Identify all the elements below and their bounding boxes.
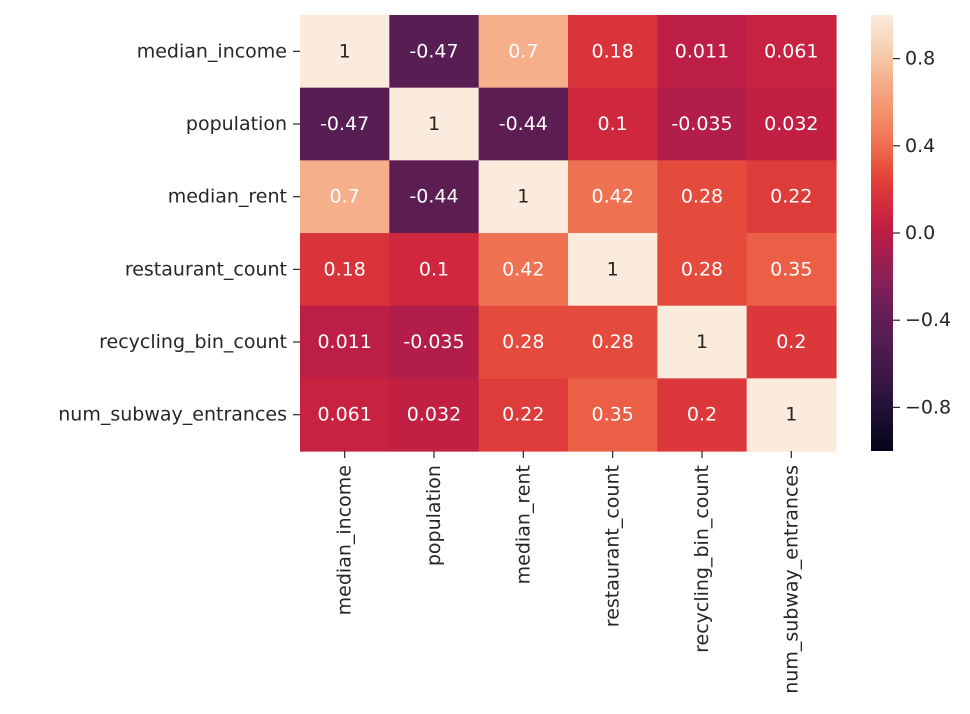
y-axis-ticks: median_income population median_rentrestau… [58, 40, 300, 426]
cell-value-label: 0.28 [591, 331, 633, 353]
x-tick-label: restaurant_count [602, 465, 624, 627]
heatmap-cell [300, 160, 390, 234]
colorbar-tick-label: −0.8 [905, 396, 951, 418]
heatmap-cell [300, 233, 390, 307]
cell-value-label: 0.011 [317, 331, 371, 353]
cell-value-label: -0.44 [499, 113, 548, 135]
cell-value-label: 0.22 [770, 186, 812, 208]
heatmap-cell [746, 15, 837, 89]
heatmap-cell [478, 160, 569, 234]
cell-value-label: -0.035 [671, 113, 732, 135]
colorbar-tick-label: −0.4 [905, 309, 951, 331]
heatmap-cell [478, 305, 569, 379]
x-tick-label: median_income [334, 465, 356, 615]
cell-value-label: -0.47 [409, 40, 458, 62]
heatmap-cell [657, 87, 748, 161]
heatmap-cell [657, 15, 748, 89]
heatmap-cell [567, 233, 658, 307]
heatmap-cell [389, 87, 480, 161]
cell-value-label: 0.35 [770, 258, 812, 280]
heatmap-cell [300, 378, 390, 452]
heatmap-cell [389, 15, 480, 89]
heatmap-cell [567, 15, 658, 89]
heatmap-cell [746, 233, 837, 307]
cell-value-label: 0.1 [419, 258, 449, 280]
cell-value-label: 1 [517, 186, 529, 208]
heatmap-cell [389, 378, 480, 452]
heatmap-cell [746, 378, 837, 452]
heatmap-cell [478, 378, 569, 452]
heatmap-cell [746, 305, 837, 379]
colorbar-ticks: 0.8 0.4 0.0 −0.4 −0.8 [893, 48, 951, 418]
cell-value-label: 0.28 [502, 331, 544, 353]
cell-value-label: 0.7 [508, 40, 538, 62]
heatmap-cell [300, 87, 390, 161]
cell-value-label: 1 [339, 40, 351, 62]
heatmap-cell [657, 160, 748, 234]
heatmap-cells [300, 15, 837, 452]
x-axis-ticks: median_income population median_rent restau… [334, 451, 802, 694]
colorbar-tick-label: 0.0 [905, 222, 935, 244]
heatmap-cell [746, 160, 837, 234]
cell-value-label: 0.18 [324, 258, 366, 280]
cell-value-label: 0.7 [330, 186, 360, 208]
cell-value-label: 0.061 [317, 404, 371, 426]
cell-value-label: 1 [607, 258, 619, 280]
cell-value-label: -0.47 [320, 113, 369, 135]
heatmap-cell [300, 15, 390, 89]
heatmap-cell [567, 87, 658, 161]
heatmap-cell [567, 305, 658, 379]
cell-value-label: 0.28 [681, 258, 723, 280]
heatmap-cell [657, 233, 748, 307]
x-tick-label: num_subway_entrances [780, 465, 802, 694]
cell-value-label: 0.032 [764, 113, 818, 135]
heatmap-cell [478, 233, 569, 307]
x-tick-label: population [423, 465, 445, 566]
cell-value-label: 0.22 [502, 404, 544, 426]
colorbar-tick-label: 0.4 [905, 135, 935, 157]
heatmap-cell [567, 378, 658, 452]
cell-value-label: 0.2 [776, 331, 806, 353]
cell-value-label: 0.42 [502, 258, 544, 280]
heatmap-cell [746, 87, 837, 161]
cell-value-label: -0.44 [409, 186, 458, 208]
y-tick-label: median_income [137, 40, 287, 62]
heatmap-cell [300, 305, 390, 379]
heatmap-cell [657, 378, 748, 452]
heatmap-cell [478, 15, 569, 89]
colorbar-tick-label: 0.8 [905, 48, 935, 70]
cell-value-label: 0.1 [598, 113, 628, 135]
heatmap-cell [389, 160, 480, 234]
x-tick-label: recycling_bin_count [691, 465, 713, 653]
x-tick-label: median_rent [512, 465, 534, 584]
heatmap-annotations: 1 -0.47 0.7 0.18 0.011 0.061 -0.47 1 -0.44 0.1 -0.… [317, 40, 818, 425]
y-tick-label: population [186, 113, 287, 135]
cell-value-label: -0.035 [403, 331, 464, 353]
heatmap-cell [389, 305, 480, 379]
cell-value-label: 0.011 [675, 40, 729, 62]
y-tick-label: num_subway_entrances [58, 404, 287, 426]
heatmap-cell [567, 160, 658, 234]
cell-value-label: 1 [428, 113, 440, 135]
cell-value-label: 0.061 [764, 40, 818, 62]
heatmap-cell [389, 233, 480, 307]
cell-value-label: 1 [785, 404, 797, 426]
cell-value-label: 0.42 [591, 186, 633, 208]
cell-value-label: 0.18 [591, 40, 633, 62]
cell-value-label: 0.35 [591, 404, 633, 426]
colorbar [871, 15, 893, 451]
heatmap-cell [657, 305, 748, 379]
cell-value-label: 0.032 [407, 404, 461, 426]
heatmap-cell [478, 87, 569, 161]
cell-value-label: 0.28 [681, 186, 723, 208]
colorbar-gradient [871, 15, 893, 451]
y-tick-label: recycling_bin_count [99, 331, 287, 353]
cell-value-label: 0.2 [687, 404, 717, 426]
y-tick-label: restaurant_count [125, 258, 287, 280]
cell-value-label: 1 [696, 331, 708, 353]
y-tick-label: median_rent [168, 186, 287, 208]
